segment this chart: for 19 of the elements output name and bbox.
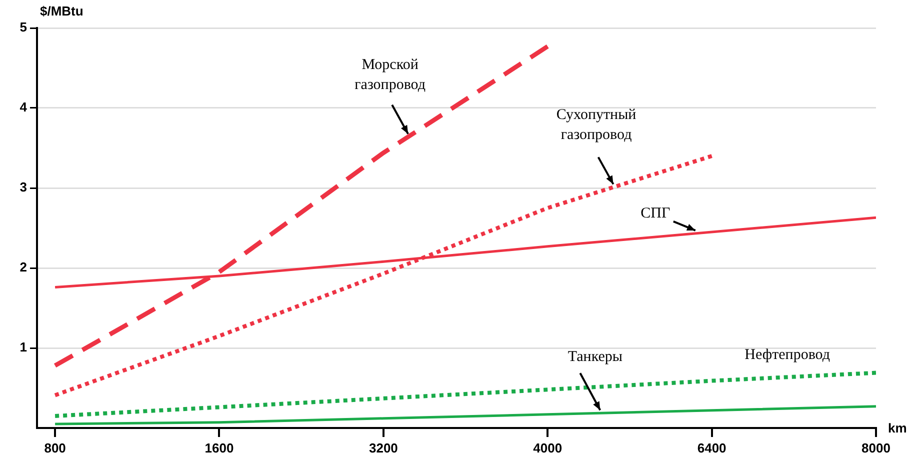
y-tick-label: 4 [20, 100, 28, 115]
y-tick-label: 3 [20, 180, 27, 195]
x-tick-label: 800 [44, 440, 66, 456]
x-tick-label: 6400 [697, 440, 726, 456]
x-axis-title: km [888, 420, 907, 436]
text: Танкеры [568, 349, 622, 366]
text: Сухопутный газопровод [556, 107, 636, 144]
x-tick-label: 8000 [862, 440, 890, 456]
x-tick-label: 1600 [204, 440, 234, 456]
series-label: Морской газопровод [354, 56, 426, 93]
x-tick-label: 3200 [368, 440, 398, 456]
series-label: СПГ [640, 205, 670, 222]
y-tick-label: 1 [20, 340, 27, 355]
series-label: Нефтепровод [744, 347, 830, 364]
y-tick-label: 5 [20, 20, 27, 35]
y-tick-label: 2 [20, 260, 27, 275]
y-axis-title: $/MBtu [40, 4, 84, 19]
x-tick-label: 4000 [533, 440, 562, 456]
line-series [53, 370, 876, 418]
